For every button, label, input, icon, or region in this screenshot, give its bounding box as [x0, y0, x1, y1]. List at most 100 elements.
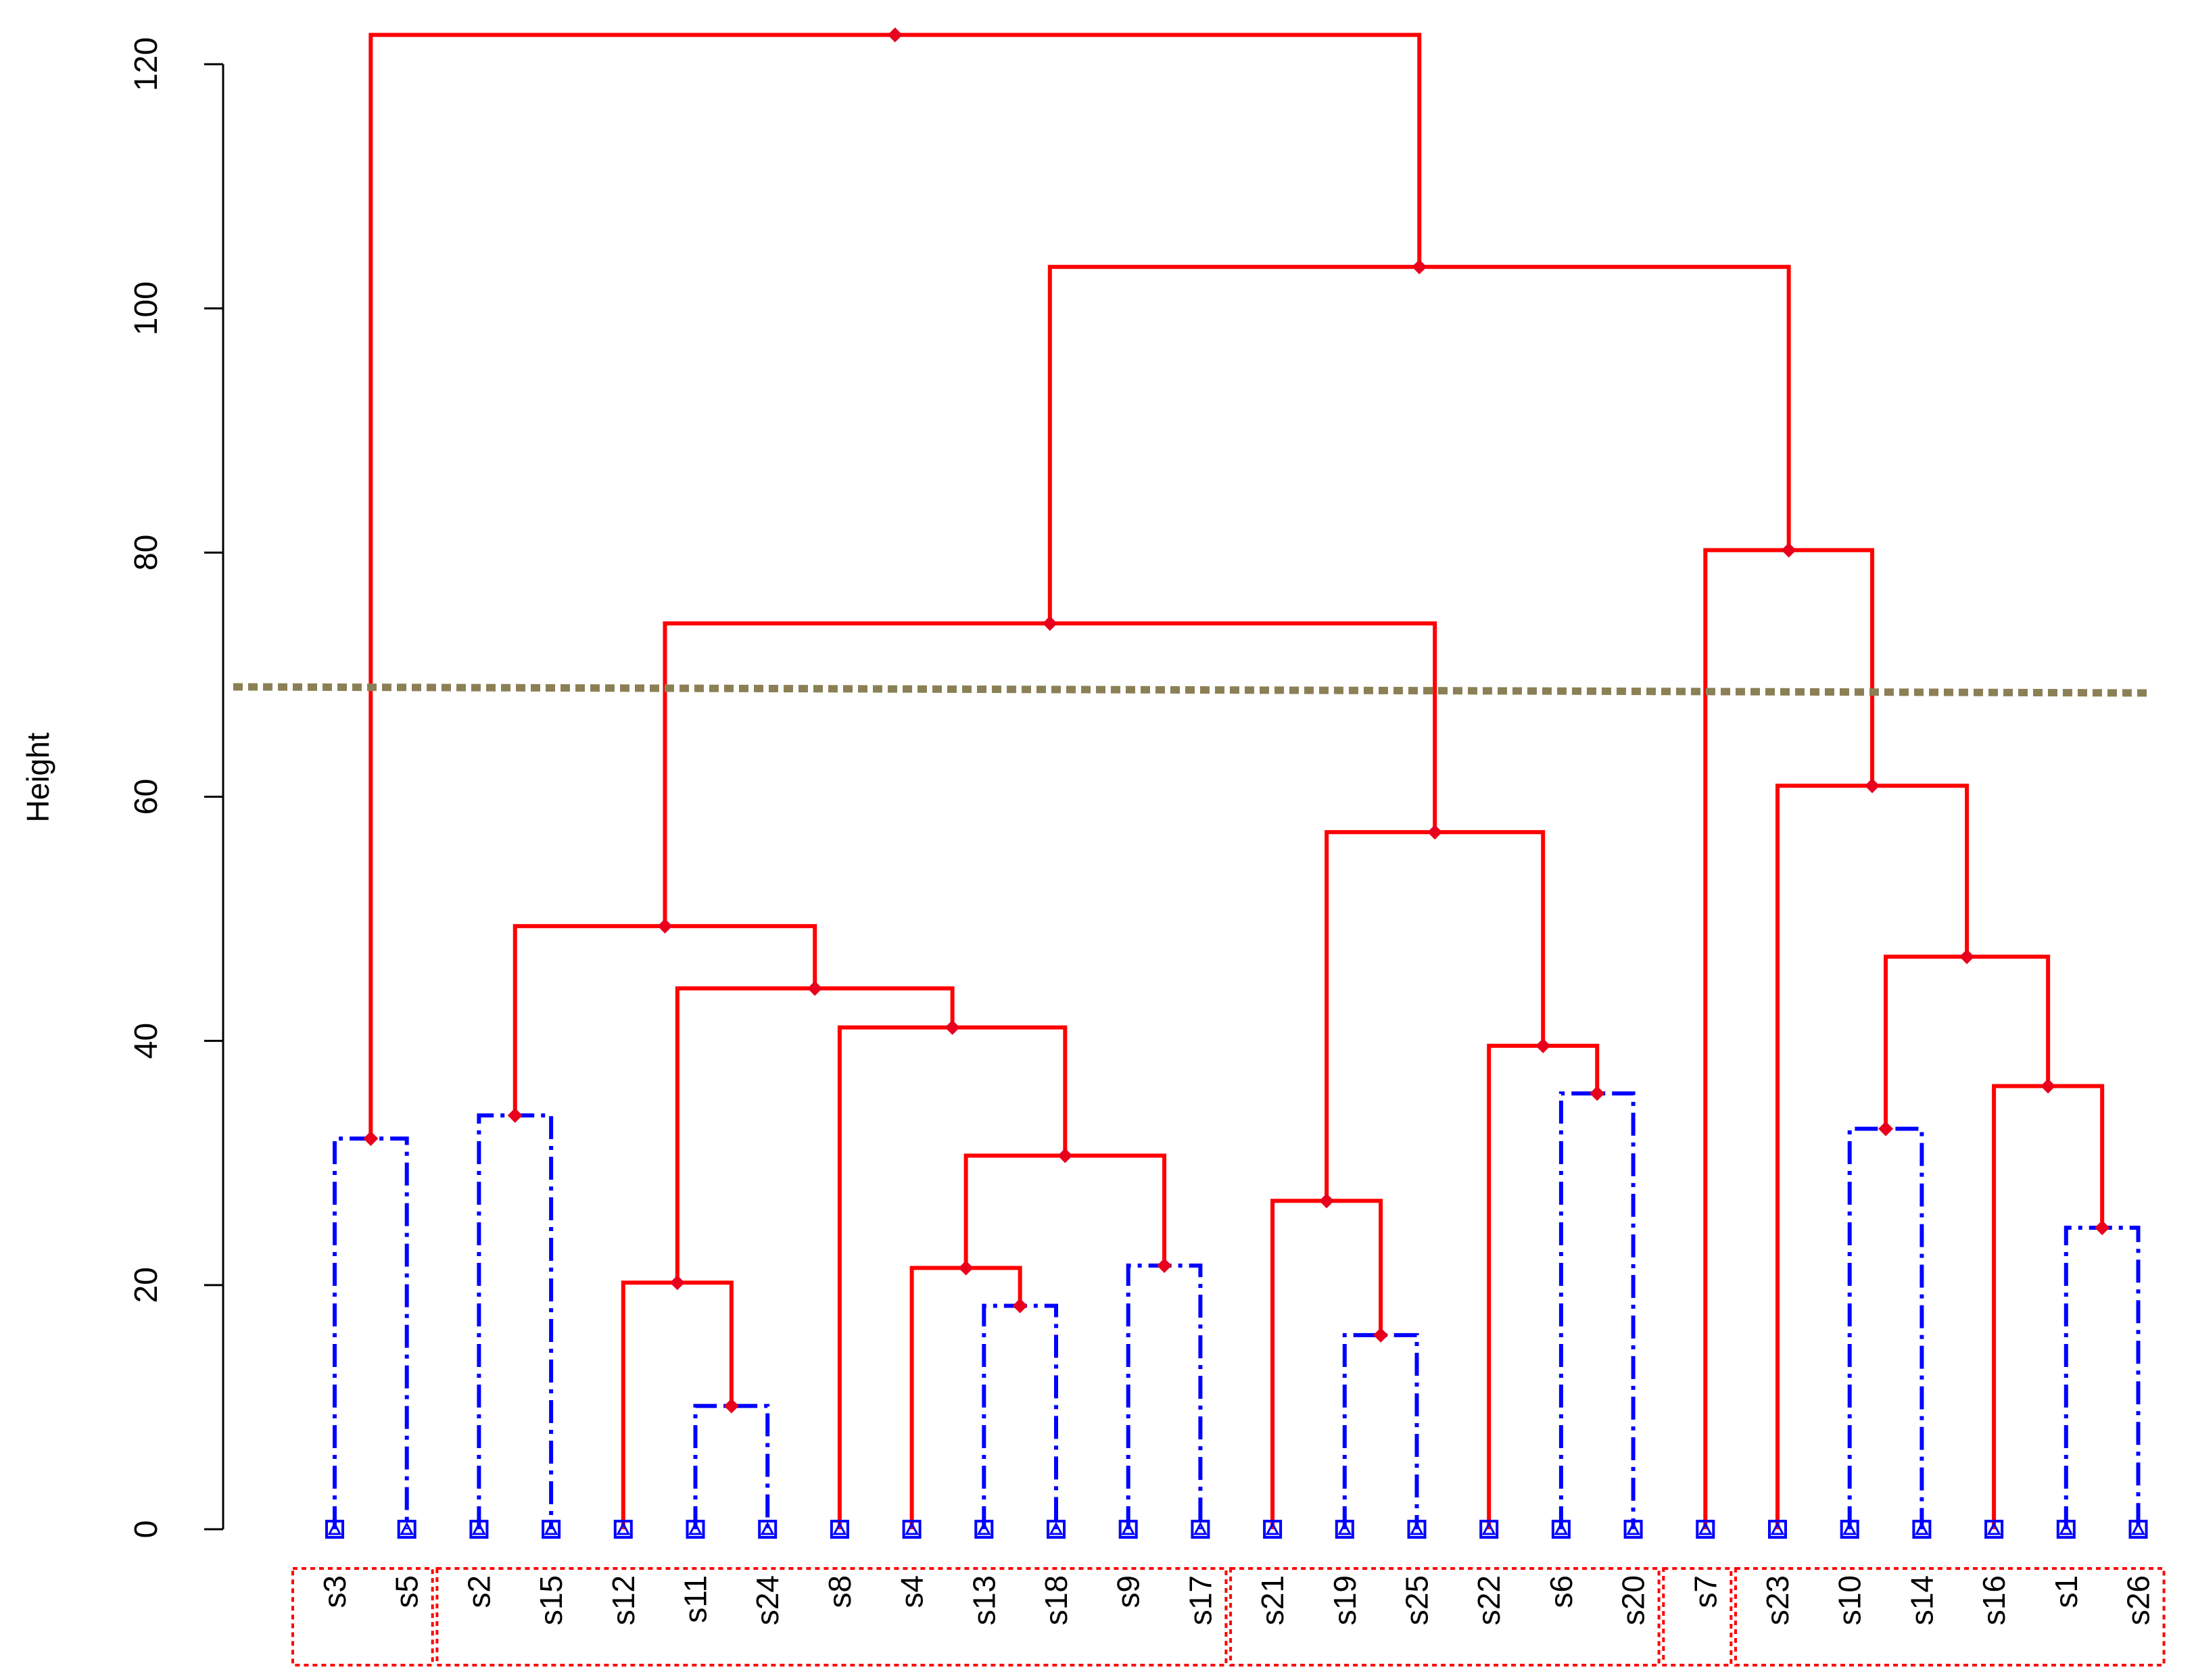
cluster-boxes	[291, 1567, 2166, 1666]
node-marker	[1057, 1148, 1073, 1163]
node-marker	[1412, 259, 1427, 274]
leaf-branch	[1558, 1091, 1636, 1529]
leaf-branch	[1126, 1263, 1203, 1529]
node-marker	[363, 1131, 379, 1147]
leaf-branch	[693, 1403, 770, 1529]
leaf-marker	[1551, 1520, 1571, 1539]
leaf-branch	[2064, 1225, 2141, 1529]
leaf-marker	[542, 1520, 561, 1539]
leaf-marker	[325, 1520, 344, 1539]
leaf-marker	[1696, 1520, 1715, 1539]
merge-branch	[1992, 1084, 2105, 1529]
leaf-marker-triangle	[2131, 1521, 2145, 1535]
leaf-marker	[758, 1520, 778, 1539]
leaf-label: s19	[1327, 1575, 1362, 1625]
node-marker	[1042, 616, 1057, 631]
node-marker	[657, 918, 673, 934]
leaf-label: s7	[1688, 1575, 1723, 1608]
leaf-label: s22	[1471, 1575, 1506, 1625]
merge-branch	[909, 1266, 1022, 1529]
branches	[333, 32, 2141, 1529]
y-axis-title: Height	[20, 732, 55, 822]
leaf-marker-triangle	[1842, 1521, 1857, 1535]
node-marker	[2041, 1078, 2056, 1094]
node-marker	[1012, 1298, 1028, 1314]
leaf-marker-triangle	[1265, 1521, 1280, 1535]
merge-branch	[675, 986, 955, 1283]
leaf-label: s5	[389, 1575, 425, 1608]
merge-branch	[837, 1025, 1068, 1529]
leaf-marker	[397, 1520, 416, 1539]
y-tick-label: 80	[128, 535, 164, 571]
leaf-label: s16	[1976, 1575, 2011, 1625]
leaf-label: s20	[1616, 1575, 1651, 1625]
leaf-marker-triangle	[832, 1521, 847, 1535]
node-marker	[1535, 1038, 1551, 1053]
merge-branch	[368, 32, 1422, 1139]
leaf-label: s8	[822, 1575, 857, 1608]
leaf-labels: s3 s5 s2 s15 s12 s11 s24 s8 s4 s13 s18 s9 s17 s21 s19 s…	[317, 1575, 2156, 1625]
leaf-label: s25	[1400, 1575, 1435, 1625]
cluster-box	[1229, 1567, 1661, 1666]
leaf-marker-triangle	[1914, 1521, 1929, 1535]
leaf-marker	[1479, 1520, 1499, 1539]
leaf-label: s11	[678, 1575, 713, 1623]
leaf-marker	[1623, 1520, 1643, 1539]
merge-branch	[1270, 1199, 1383, 1529]
y-tick-label: 120	[128, 37, 164, 91]
leaf-marker	[1263, 1520, 1283, 1539]
leaf-marker-triangle	[471, 1521, 486, 1535]
node-marker	[1959, 949, 1975, 965]
leaf-marker-triangle	[688, 1521, 702, 1535]
leaf-marker	[2128, 1520, 2148, 1539]
leaf-marker-triangle	[2059, 1521, 2074, 1535]
leaf-marker	[2056, 1520, 2076, 1539]
node-marker	[2095, 1220, 2110, 1235]
leaf-marker	[686, 1520, 705, 1539]
cluster-box	[1734, 1567, 2166, 1666]
leaf-marker-triangle	[905, 1521, 920, 1535]
leaf-label: s13	[966, 1575, 1001, 1625]
node-marker	[1427, 824, 1443, 840]
node-marker	[1157, 1257, 1172, 1273]
leaf-marker-triangle	[1770, 1521, 1785, 1535]
leaf-marker	[1335, 1520, 1354, 1539]
y-tick-label: 100	[128, 281, 164, 335]
node-marker	[1781, 542, 1796, 558]
cut-line	[233, 683, 2147, 697]
node-marker	[887, 27, 903, 43]
leaf-marker-triangle	[760, 1521, 775, 1535]
leaf-label: s2	[461, 1575, 496, 1608]
leaf-marker-triangle	[1626, 1521, 1641, 1535]
node-marker	[807, 981, 823, 997]
leaf-marker-triangle	[1698, 1521, 1713, 1535]
leaf-marker-triangle	[1986, 1521, 2001, 1535]
cluster-box	[435, 1567, 1228, 1666]
leaf-label: s23	[1760, 1575, 1795, 1625]
cluster-box	[291, 1567, 434, 1666]
leaf-label: s10	[1832, 1575, 1867, 1625]
y-tick-label: 20	[128, 1267, 164, 1303]
leaf-marker	[1118, 1520, 1138, 1539]
leaf-marker-triangle	[1193, 1521, 1208, 1535]
leaf-label: s12	[606, 1575, 641, 1625]
leaf-label: s4	[895, 1575, 930, 1608]
leaf-marker	[469, 1520, 489, 1539]
leaf-label: s21	[1255, 1575, 1290, 1625]
leaf-marker-triangle	[327, 1521, 342, 1535]
node-marker	[1878, 1121, 1894, 1136]
node-marker	[1373, 1327, 1389, 1343]
merge-branch	[1487, 1043, 1600, 1529]
node-marker	[669, 1275, 685, 1291]
merge-branch	[1775, 784, 1970, 1529]
leaf-label: s9	[1111, 1575, 1146, 1608]
leaf-label: s6	[1544, 1575, 1579, 1608]
leaf-marker	[1407, 1520, 1427, 1539]
leaf-marker	[974, 1520, 994, 1539]
leaf-marker	[613, 1520, 633, 1539]
leaf-label: s1	[2049, 1575, 2084, 1608]
leaf-marker	[902, 1520, 922, 1539]
leaf-marker-triangle	[1049, 1521, 1064, 1535]
node-marker	[958, 1260, 974, 1276]
merge-branch	[1884, 955, 2051, 1129]
